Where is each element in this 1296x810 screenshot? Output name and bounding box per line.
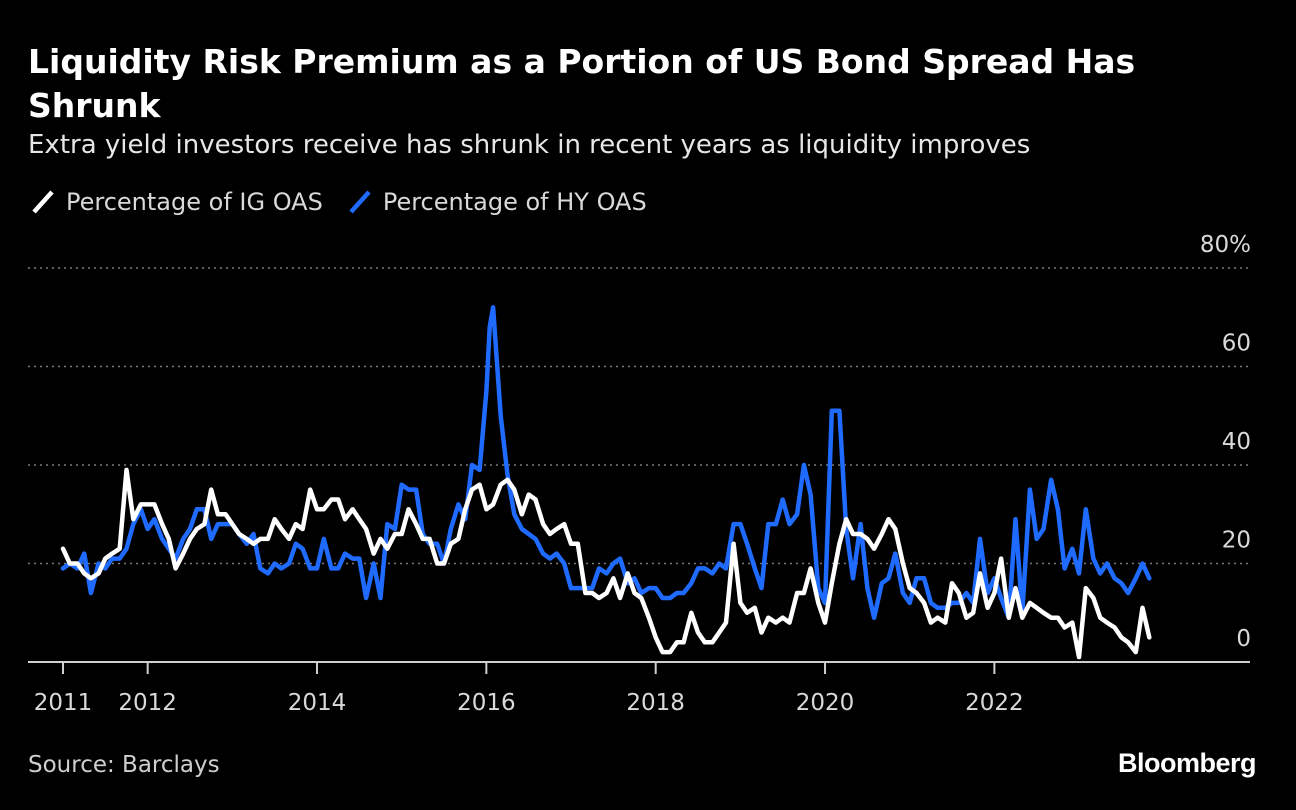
legend-swatch-hy-icon <box>345 188 377 216</box>
y-tick-label: 80% <box>1200 232 1251 258</box>
chart-legend: Percentage of IG OAS Percentage of HY OA… <box>28 184 669 220</box>
series-line-ig <box>60 467 1152 660</box>
legend-label-hy: Percentage of HY OAS <box>382 188 647 216</box>
series-line-hy <box>60 305 1152 620</box>
legend-item-hy: Percentage of HY OAS <box>345 188 647 216</box>
legend-item-ig: Percentage of IG OAS <box>28 188 323 216</box>
x-tick-label: 2022 <box>965 690 1024 716</box>
chart-title: Liquidity Risk Premium as a Portion of U… <box>28 42 1136 125</box>
y-tick-label: 60 <box>1222 331 1251 357</box>
x-tick-label: 2012 <box>118 690 177 716</box>
legend-swatch-ig-icon <box>28 188 60 216</box>
x-tick-label: 2014 <box>288 690 347 716</box>
x-tick-label: 2020 <box>796 690 855 716</box>
y-tick-label: 20 <box>1222 528 1251 554</box>
x-tick-label: 2018 <box>626 690 685 716</box>
source-note: Source: Barclays <box>28 752 220 778</box>
x-tick-label: 2011 <box>34 690 93 716</box>
x-tick-label: 2016 <box>457 690 516 716</box>
y-tick-label: 40 <box>1222 429 1251 455</box>
chart-subtitle: Extra yield investors receive has shrunk… <box>28 130 1031 160</box>
bloomberg-logo: Bloomberg <box>1117 748 1257 778</box>
y-tick-label: 0 <box>1236 626 1251 652</box>
legend-label-ig: Percentage of IG OAS <box>66 188 323 216</box>
